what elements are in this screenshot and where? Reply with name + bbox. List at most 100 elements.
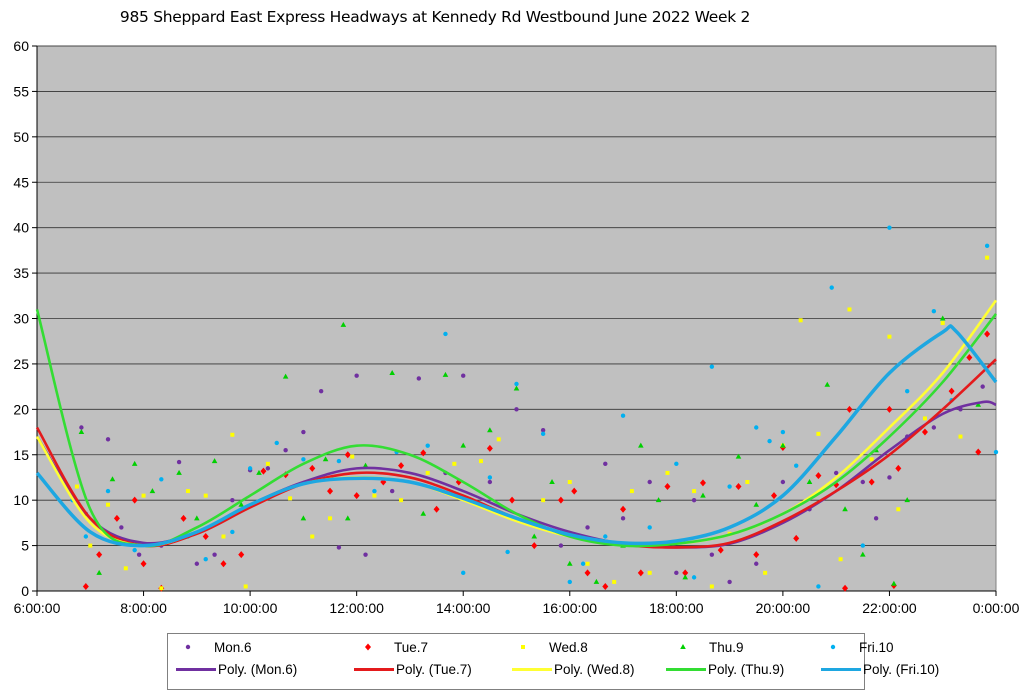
legend-item: Wed.8: [503, 637, 588, 657]
legend-marker: [365, 643, 371, 651]
data-point: [567, 480, 572, 484]
data-point: [842, 506, 848, 512]
data-point: [221, 534, 226, 539]
legend-label: Poly. (Thu.9): [708, 662, 785, 677]
data-point: [398, 462, 405, 470]
data-point: [540, 431, 546, 437]
legend-line: [176, 668, 216, 671]
legend-item: Thu.9: [663, 637, 744, 657]
data-point: [180, 514, 187, 522]
data-point: [682, 569, 689, 577]
data-point: [354, 373, 359, 378]
chart-plot: 0 5 10 15 20 25 30 35 40 45 50 55 60 6:00:00 8:00:00 10…: [13, 38, 1019, 616]
data-point: [984, 330, 991, 338]
data-point: [132, 547, 137, 553]
data-point: [238, 501, 245, 507]
data-point: [922, 416, 927, 421]
legend-marker: [830, 644, 836, 650]
trendline-poly-fri-10: [35, 324, 998, 548]
data-point: [549, 479, 555, 484]
data-point: [230, 432, 235, 437]
data-point: [567, 579, 572, 585]
data-point: [860, 551, 866, 557]
data-point: [868, 478, 875, 486]
data-point: [288, 496, 293, 501]
data-point: [203, 493, 208, 498]
data-point: [461, 373, 466, 378]
data-point: [727, 579, 732, 585]
legend-marker: [521, 645, 525, 649]
data-point: [593, 578, 600, 584]
data-point: [584, 569, 591, 577]
data-point: [425, 470, 430, 475]
data-point: [754, 561, 759, 566]
data-point: [895, 464, 902, 472]
data-point: [571, 487, 578, 495]
data-point: [638, 442, 644, 448]
data-point: [113, 514, 120, 522]
data-point: [896, 507, 901, 512]
data-point: [176, 459, 182, 465]
y-tick-label: 60: [13, 38, 29, 54]
legend-item: Poly. (Thu.9): [666, 662, 784, 677]
legend-label: Tue.7: [394, 639, 429, 655]
y-tick-label: 0: [21, 583, 29, 599]
data-point: [318, 388, 324, 394]
data-point: [350, 454, 355, 459]
data-point: [541, 498, 546, 503]
data-point: [74, 484, 79, 489]
data-point: [109, 476, 116, 482]
data-point: [566, 560, 573, 566]
data-point: [442, 371, 449, 377]
data-point: [753, 551, 760, 559]
data-point: [709, 364, 715, 369]
x-tick-label: 18:00:00: [649, 600, 704, 616]
data-point: [336, 458, 342, 464]
data-point: [780, 442, 786, 448]
data-point: [176, 469, 182, 475]
data-point: [846, 405, 853, 413]
y-tick-label: 30: [13, 311, 29, 327]
data-point: [887, 475, 892, 480]
y-tick-label: 50: [13, 129, 29, 145]
data-point: [340, 321, 347, 327]
data-point: [301, 429, 306, 435]
data-point: [647, 570, 652, 575]
legend-label: Wed.8: [549, 639, 588, 655]
data-point: [399, 498, 404, 503]
legend-label: Poly. (Mon.6): [218, 662, 298, 677]
data-point: [540, 428, 546, 433]
data-point: [984, 243, 990, 249]
legend-label: Fri.10: [859, 639, 894, 655]
data-point: [603, 534, 608, 539]
data-point: [194, 515, 200, 521]
data-point: [131, 460, 138, 466]
data-point: [159, 586, 164, 591]
chart-title: 985 Sheppard East Express Headways at Ke…: [119, 8, 751, 26]
data-point: [975, 448, 982, 456]
data-point: [674, 461, 679, 467]
data-point: [771, 492, 778, 500]
x-tick-label: 12:00:00: [329, 600, 384, 616]
data-point: [344, 451, 351, 459]
data-point: [794, 463, 799, 468]
data-point: [353, 492, 360, 500]
data-point: [620, 516, 626, 521]
data-point: [993, 449, 999, 455]
legend-item: Mon.6: [168, 637, 252, 657]
data-point: [420, 449, 427, 457]
data-point: [505, 549, 510, 555]
y-tick-label: 40: [13, 220, 29, 236]
y-tick-label: 55: [13, 83, 29, 99]
data-point: [389, 488, 395, 494]
data-point: [96, 551, 103, 559]
legend-line: [666, 668, 706, 671]
data-point: [443, 331, 448, 337]
data-point: [194, 561, 200, 566]
legend-item: Poly. (Mon.6): [176, 662, 297, 677]
y-tick-label: 10: [13, 492, 29, 508]
data-point: [140, 560, 147, 568]
legend-label: Thu.9: [709, 639, 744, 655]
legend-marker: [680, 644, 686, 649]
data-point: [461, 570, 466, 576]
